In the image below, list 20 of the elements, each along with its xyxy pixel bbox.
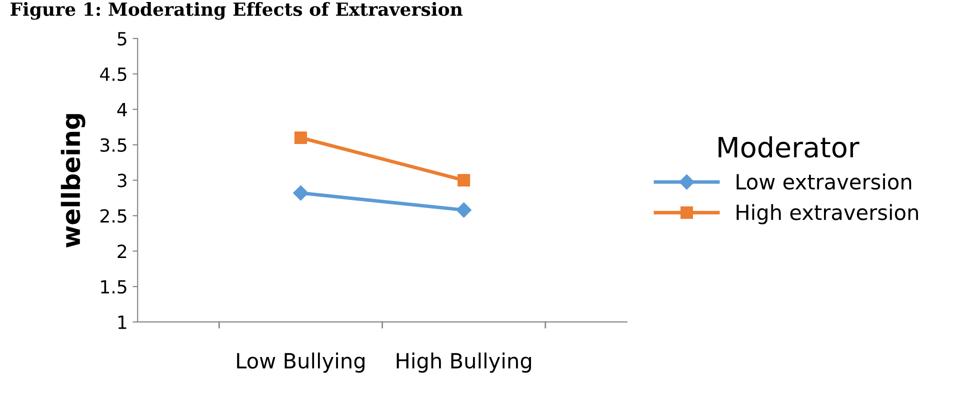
- y-tick-label: 1.5: [101, 280, 126, 294]
- y-tick-label: 4: [117, 103, 127, 116]
- y-tick-label: 5: [118, 32, 126, 46]
- y-tick-label: 2.5: [100, 209, 126, 223]
- point: [294, 131, 307, 144]
- y-tick-label: 3: [118, 174, 126, 188]
- legend-title: Moderator: [718, 136, 860, 158]
- x-tick-label: Low Bullying: [237, 352, 364, 373]
- legend-label: Low extraversion: [736, 174, 912, 190]
- legend-label: High extraversion: [736, 204, 918, 224]
- point: [458, 174, 470, 186]
- y-tick-label: 1: [118, 316, 126, 329]
- y-tick-label: 2: [118, 244, 126, 258]
- y-tick-label: 4.5: [100, 68, 126, 82]
- chart-title: Figure 1: Moderating Effects of Extraversion: [10, 2, 463, 20]
- point: [456, 202, 472, 218]
- y-tick-label: 3.5: [100, 138, 126, 152]
- point: [293, 185, 308, 201]
- y-axis-title: wellbeing: [60, 114, 86, 248]
- x-tick-label: High Bullying: [396, 352, 531, 373]
